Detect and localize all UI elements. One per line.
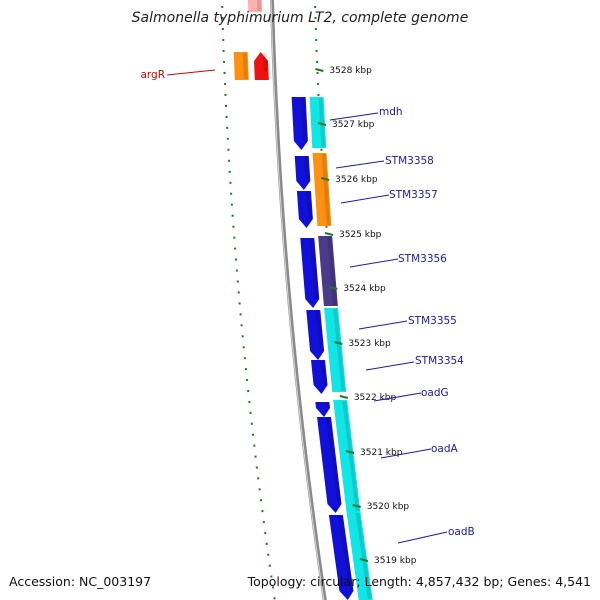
gene-leader-line [335,160,385,169]
gene-label-stm3358[interactable]: STM3358 [385,155,434,167]
tick-label: 3522 kbp [354,393,397,403]
gene-block-oadA [333,400,361,512]
gene-leader-line [349,258,399,268]
tick-label: 3521 kbp [360,448,403,458]
tick-mark [320,177,330,181]
tick-mark [315,68,324,72]
tick-label: 3524 kbp [343,284,386,294]
tick-layer: 3528 kbp 3527 kbp 3526 kbp 3525 kbp 3524 kbp… [315,66,417,566]
gene-block-stm3355-rev [306,310,325,360]
gene-leader-line [358,320,408,330]
label-layer: argR mdh STM3358 STM3357 STM3356 STM3355 STM33… [140,69,475,544]
gene-block-mdh [309,97,327,148]
gene-leader-line [329,112,379,121]
feature-layer [233,0,373,600]
backbone-layer [269,0,327,600]
gene-label-oada[interactable]: oadA [431,443,459,455]
gene-leader-line [166,69,216,76]
tick-mark [324,232,334,236]
gene-block-oadG-rev [315,402,331,417]
tick-mark [352,504,361,508]
gene-leader-line [397,531,448,544]
accession-text: Accession: NC_003197 [9,574,151,589]
gene-block-stm3356 [318,236,338,306]
gene-block-mdh-rev [291,97,308,150]
gene-block-stm3358-rev [294,156,311,190]
gene-block-oadB [346,512,373,600]
gene-label-argr[interactable]: argR [140,69,165,81]
gene-block-stm3354-rev [311,360,328,394]
dotted-guide-layer [220,0,369,600]
tick-mark [329,286,338,290]
gene-label-oadb[interactable]: oadB [448,526,475,538]
tick-label: 3525 kbp [339,230,382,240]
tick-mark [359,558,369,562]
gene-block-oadA-rev [317,417,342,513]
gene-label-oadg[interactable]: oadG [421,387,449,399]
gene-block-partial-top [247,0,263,12]
tick-mark [345,450,355,454]
tick-label: 3526 kbp [335,175,378,185]
map-title: Salmonella typhimurium LT2, complete gen… [132,10,469,26]
gene-block-stm3356-rev [300,238,320,308]
gene-block-argR-partner [233,52,249,80]
gene-block-stm3358 [312,153,332,226]
gene-label-stm3357[interactable]: STM3357 [389,189,438,201]
tick-label: 3523 kbp [348,339,391,349]
genome-backbone-highlight [270,0,325,600]
gene-label-mdh[interactable]: mdh [379,106,403,118]
tick-mark [317,122,327,126]
gene-leader-line [365,361,415,371]
gene-label-stm3355[interactable]: STM3355 [408,315,457,327]
gene-leader-line [340,194,390,204]
gene-label-stm3356[interactable]: STM3356 [398,253,447,265]
tick-mark [339,395,349,399]
tick-label: 3520 kbp [367,502,410,512]
genome-backbone [269,0,327,600]
tick-mark [334,341,343,345]
tick-label: 3528 kbp [329,66,372,76]
gene-block-stm3357-rev [296,191,313,228]
gene-leader-line [380,448,432,459]
tick-label: 3527 kbp [332,120,375,130]
tick-label: 3519 kbp [374,556,417,566]
gene-block-argR [254,52,269,80]
gene-block-oadB-rev [328,515,354,600]
gene-label-stm3354[interactable]: STM3354 [415,355,464,367]
inner-dotted-guide [220,0,276,600]
gene-block-stm3355 [324,308,347,392]
genome-summary-text: Topology: circular; Length: 4,857,432 bp… [247,574,591,589]
gene-leader-line [373,392,422,402]
